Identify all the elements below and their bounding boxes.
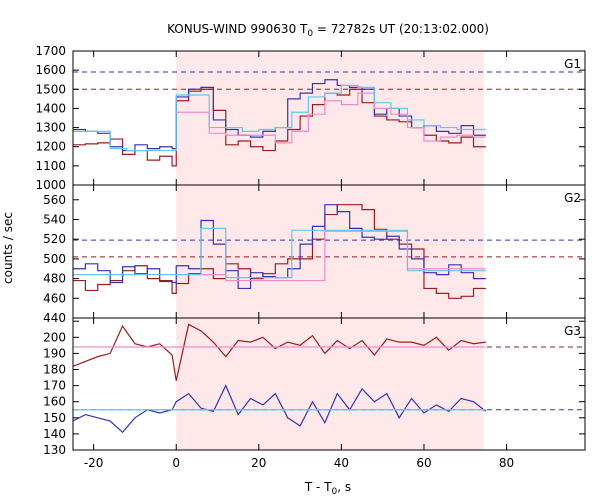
chart-title: KONUS-WIND 990630 T0 = 72782s UT (20:13:… <box>167 22 489 39</box>
y-tick-label: 1700 <box>35 44 66 58</box>
y-tick-label: 560 <box>43 193 66 207</box>
panel-label: G3 <box>564 324 581 338</box>
x-tick-label: 0 <box>172 456 180 470</box>
y-tick-label: 1400 <box>35 101 66 115</box>
y-axis-label: counts / sec <box>1 212 15 284</box>
x-tick-label: 40 <box>334 456 349 470</box>
series-light-blue <box>73 227 486 279</box>
plot-panels: 10001100120013001400150016001700G1440460… <box>35 44 586 470</box>
x-tick-label: 80 <box>499 456 514 470</box>
y-tick-label: 1100 <box>35 159 66 173</box>
panel-label: G1 <box>564 57 581 71</box>
series-pink <box>176 92 486 144</box>
highlight-interval <box>176 185 484 318</box>
highlight-interval <box>176 318 484 450</box>
panel-g3: 130 140 150 160 170 180 190 200 -20 0 20 40 60 80 G3 <box>43 317 586 470</box>
y-tick-label: 480 <box>43 272 66 286</box>
y-tick-label: 180 <box>43 363 66 377</box>
y-tick-label: 150 <box>43 411 66 425</box>
y-tick-label: 1200 <box>35 140 66 154</box>
y-tick-label: 140 <box>43 427 66 441</box>
series-blue <box>72 384 487 434</box>
x-tick-label: 60 <box>416 456 431 470</box>
y-tick-label: 1000 <box>35 178 66 192</box>
y-tick-label: 540 <box>43 212 66 226</box>
y-tick-label: 440 <box>43 311 66 325</box>
y-tick-label: 170 <box>43 379 66 393</box>
y-tick-label: 520 <box>43 232 66 246</box>
panel-frame <box>72 317 586 451</box>
panel-label: G2 <box>564 191 581 205</box>
series-dark-red <box>73 204 486 299</box>
y-tick-label: 1500 <box>35 82 66 96</box>
x-tick-label: 20 <box>251 456 266 470</box>
y-tick-label: 500 <box>43 252 66 266</box>
series-light-blue <box>73 84 486 152</box>
y-tick-label: 460 <box>43 291 66 305</box>
y-tick-label: 160 <box>43 395 66 409</box>
x-axis-label: T - T0, s <box>304 480 351 497</box>
y-tick-label: 190 <box>43 346 66 360</box>
series-dark-red <box>72 323 486 381</box>
y-tick-label: 200 <box>43 330 66 344</box>
y-tick-label: 130 <box>43 443 66 457</box>
highlight-interval <box>176 51 484 185</box>
panel-g2: 440 460 480 500 520 540 560 G2 <box>43 184 586 325</box>
x-tick-label: -20 <box>84 456 104 470</box>
y-tick-label: 1300 <box>35 121 66 135</box>
panel-g1: 1000 1100 1200 1300 1400 1500 1600 1700 G1 <box>35 44 586 192</box>
y-tick-label: 1600 <box>35 63 66 77</box>
